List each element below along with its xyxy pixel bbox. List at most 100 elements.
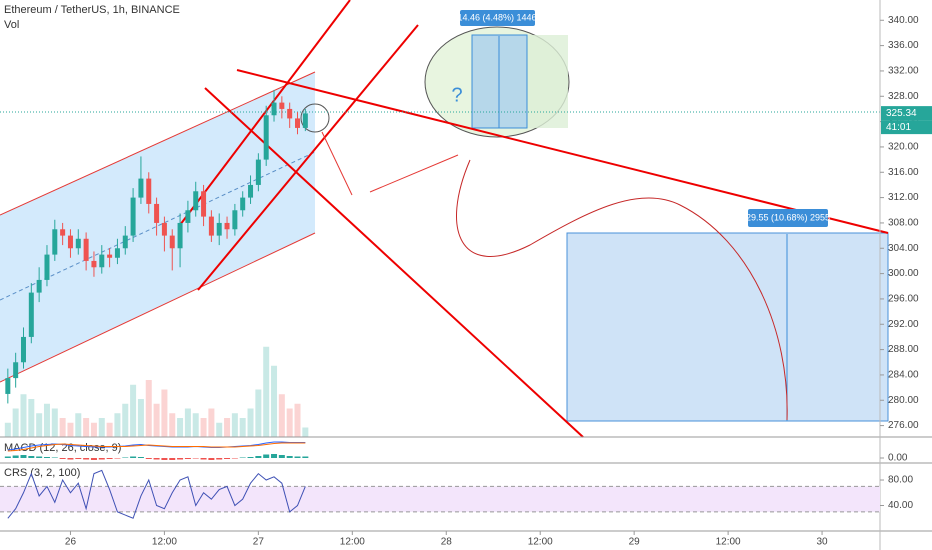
candle-body <box>60 229 66 236</box>
volume-bar <box>106 422 113 437</box>
candle-body <box>193 191 199 211</box>
macd-histogram-bar <box>137 457 144 458</box>
candle-body <box>122 235 128 249</box>
candle-body <box>271 102 277 116</box>
y-tick-label: 276.00 <box>888 420 919 431</box>
trendline <box>179 0 351 226</box>
macd-histogram-bar <box>51 457 58 458</box>
x-tick-label: 27 <box>253 537 265 548</box>
macd-histogram-bar <box>36 456 43 458</box>
macd-histogram-bar <box>231 458 238 459</box>
volume-bar <box>67 422 74 437</box>
candle-body <box>67 235 73 249</box>
macd-histogram-bar <box>161 458 168 460</box>
macd-histogram-bar <box>239 457 246 458</box>
macd-histogram-bar <box>271 454 278 458</box>
candle-body <box>75 238 81 249</box>
candle-body <box>20 336 26 363</box>
x-tick-label: 26 <box>65 537 77 548</box>
macd-histogram-bar <box>90 458 97 460</box>
question-mark: ? <box>451 84 462 106</box>
y-tick-label: 280.00 <box>888 395 919 406</box>
signal-line <box>7 442 306 452</box>
macd-histogram-bar <box>184 458 191 459</box>
crs-band <box>0 486 880 512</box>
macd-histogram-bar <box>216 458 223 460</box>
y-tick-label: 340.00 <box>888 15 919 26</box>
volume-bar <box>247 408 254 437</box>
macd-histogram-bar <box>200 458 207 460</box>
measure-label-box <box>748 209 828 227</box>
macd-histogram-bar <box>224 458 231 459</box>
macd-histogram-bar <box>20 455 27 458</box>
x-tick-label: 12:00 <box>152 537 177 548</box>
macd-histogram-bar <box>286 456 293 458</box>
macd-histogram-bar <box>83 458 90 460</box>
candle-body <box>302 113 308 128</box>
y-tick-label: 288.00 <box>888 344 919 355</box>
macd-histogram-bar <box>145 458 152 459</box>
macd-histogram-bar <box>294 456 301 458</box>
candle-body <box>130 197 136 236</box>
candle-body <box>295 118 301 128</box>
y-tick-label: 332.00 <box>888 66 919 77</box>
macd-histogram-bar <box>12 455 19 458</box>
chart-title: Ethereum / TetherUS, 1h, BINANCE <box>4 4 180 16</box>
candle-body <box>201 191 207 217</box>
volume-bar <box>122 403 129 437</box>
macd-histogram-bar <box>75 458 82 459</box>
candle-body <box>13 362 19 379</box>
candle-body <box>240 197 246 211</box>
candle-body <box>28 292 34 337</box>
volume-bar <box>28 399 35 437</box>
trendline <box>197 24 419 291</box>
volume-bar <box>224 418 231 437</box>
candle-body <box>185 210 191 223</box>
drawings: 14.46 (4.48%) 1446 29.55 (10.68%) 2955 ? <box>0 0 889 438</box>
candle-body <box>232 210 238 230</box>
countdown-label: 41:01 <box>886 122 911 133</box>
volume-bar <box>239 418 246 437</box>
y-tick-label: 292.00 <box>888 319 919 330</box>
candle-body <box>5 378 11 394</box>
volume-bar <box>302 427 309 437</box>
macd-histogram-bar <box>98 458 105 460</box>
y-tick-label: 284.00 <box>888 370 919 381</box>
y-tick-label: 328.00 <box>888 91 919 102</box>
macd-histogram-bar <box>169 458 176 460</box>
volume-bar <box>90 422 97 437</box>
volume-bar <box>137 399 144 437</box>
crs-label: CRS (3, 2, 100) <box>4 467 80 479</box>
candle-body <box>146 178 152 204</box>
macd-histogram-bar <box>208 458 215 460</box>
volume-bar <box>216 422 223 437</box>
y-tick-label: 304.00 <box>888 243 919 254</box>
macd-histogram-bar <box>302 456 309 458</box>
volume-bar <box>255 389 262 437</box>
candle-body <box>177 222 183 249</box>
arrow <box>321 131 353 196</box>
macd-histogram-bar <box>278 455 285 458</box>
candle-body <box>216 222 222 236</box>
volume-bar <box>145 380 152 437</box>
volume-bar <box>130 384 137 437</box>
macd-histogram-bar <box>122 457 129 458</box>
volume-bar <box>200 418 207 437</box>
macd-histogram-bar <box>114 458 121 459</box>
volume-bar <box>278 394 285 437</box>
volume-bar <box>36 413 43 437</box>
volume-bar <box>59 418 66 437</box>
measure-shade <box>527 35 568 128</box>
macd-histogram-bar <box>28 456 35 458</box>
candle-body <box>263 115 269 160</box>
y-tick-label: 308.00 <box>888 218 919 229</box>
x-tick-label: 12:00 <box>528 537 553 548</box>
y-tick-label: 300.00 <box>888 268 919 279</box>
volume-bar <box>208 408 215 437</box>
volume-bar <box>192 413 199 437</box>
volume-bar <box>12 408 19 437</box>
plot <box>4 89 309 460</box>
volume-bar <box>263 346 270 437</box>
